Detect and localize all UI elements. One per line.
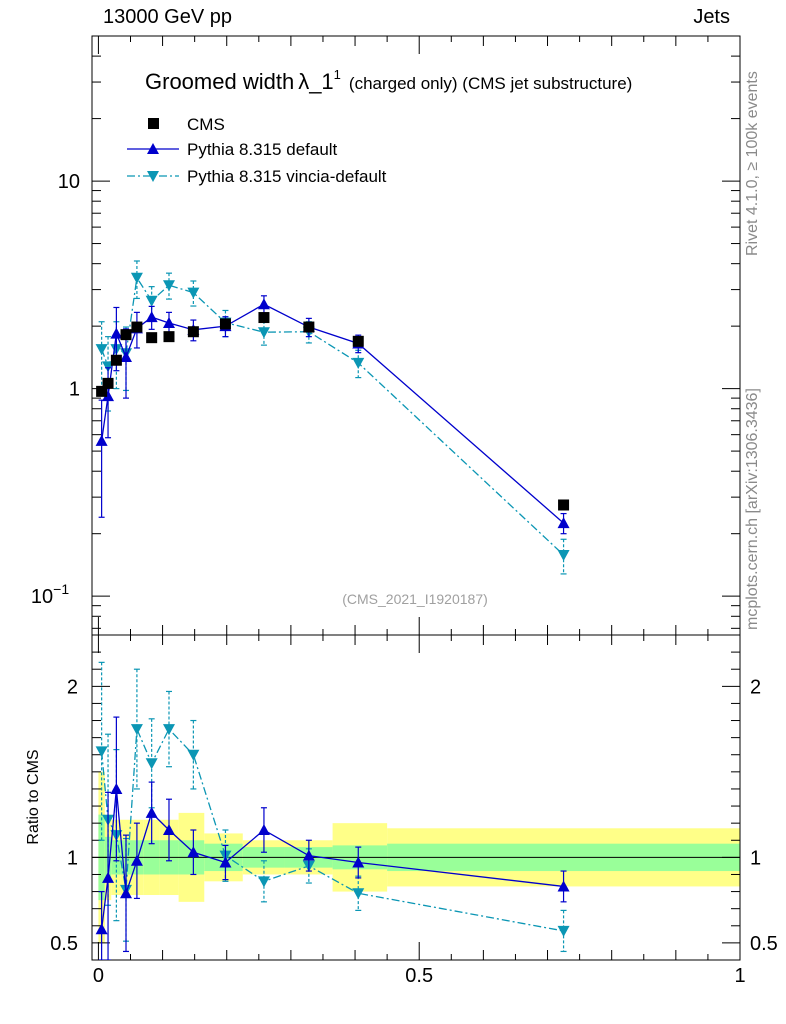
cms-point <box>352 335 364 347</box>
ratio-tick-label-right: 1 <box>750 847 761 869</box>
vincia-main-point <box>187 287 200 299</box>
cms-point <box>146 332 158 344</box>
legend-marker-cms <box>148 118 159 129</box>
vincia-main-line <box>101 275 565 556</box>
ratio-tick-label-right: 0.5 <box>750 933 778 955</box>
default-main-point <box>162 317 175 329</box>
default-ratio-point <box>257 824 270 835</box>
vincia-ratio-point <box>145 758 158 770</box>
vincia-main-point <box>557 549 570 561</box>
default-ratio-point <box>130 854 143 866</box>
vincia-main-point <box>95 344 108 356</box>
default-main-point <box>557 517 570 529</box>
default-main-point <box>95 434 108 446</box>
default-ratio-point <box>102 871 115 883</box>
cms-point <box>96 385 108 397</box>
legend: CMS Pythia 8.315 default Pythia 8.315 vi… <box>127 115 387 186</box>
default-main-point <box>102 390 115 402</box>
ratio-tick-label-right: 2 <box>750 676 761 698</box>
default-ratio-point <box>145 806 158 818</box>
cms-point <box>219 318 231 330</box>
vincia-ratio-point <box>95 746 108 758</box>
default-main-point <box>145 311 158 323</box>
legend-marker-vincia <box>147 171 159 182</box>
vincia-ratio-point <box>187 749 200 761</box>
default-ratio-point <box>219 856 232 868</box>
chart-title: Groomed width λ_11 (charged only) (CMS jet… <box>145 67 632 94</box>
cms-point <box>102 377 114 389</box>
default-ratio-point <box>557 880 570 892</box>
cms-point <box>120 329 132 341</box>
vincia-ratio-point <box>557 925 570 937</box>
watermark: (CMS_2021_I1920187) <box>342 591 488 607</box>
vincia-ratio-point <box>162 724 175 736</box>
ratio-plot-frame <box>91 634 741 961</box>
cms-point <box>258 312 270 324</box>
default-main-point <box>120 351 133 363</box>
vincia-main-point <box>162 280 175 292</box>
vincia-ratio-point <box>352 888 365 900</box>
vincia-main-point <box>130 272 143 284</box>
legend-marker-default <box>147 143 159 154</box>
y-tick-label: 1 <box>69 379 80 401</box>
vincia-main-point <box>352 357 365 369</box>
y-tick-label: 10 <box>58 171 80 193</box>
x-tick-label: 0.5 <box>405 965 433 987</box>
vincia-ratio-point <box>257 876 270 888</box>
x-tick-label: 1 <box>734 965 745 987</box>
default-ratio-point <box>110 782 123 794</box>
default-ratio-point <box>95 923 108 935</box>
cms-point <box>163 331 175 343</box>
cms-point <box>131 321 143 333</box>
x-tick-label: 0 <box>93 965 104 987</box>
default-ratio-point <box>187 846 200 858</box>
ratio-ylabel: Ratio to CMS <box>25 749 42 844</box>
legend-label-cms: CMS <box>187 115 225 134</box>
vincia-ratio-point <box>130 724 143 736</box>
cms-point <box>187 326 199 338</box>
legend-label-vincia: Pythia 8.315 vincia-default <box>187 167 387 186</box>
y-tick-label: 10−1 <box>31 581 69 608</box>
header-left: 13000 GeV pp <box>103 6 232 28</box>
vincia-main-point <box>145 295 158 307</box>
header-right: Jets <box>693 6 730 28</box>
ratio-tick-label-left: 0.5 <box>50 933 78 955</box>
default-main-point <box>257 298 270 310</box>
default-ratio-point <box>302 849 315 861</box>
legend-label-default: Pythia 8.315 default <box>187 140 338 159</box>
ratio-tick-label-left: 2 <box>67 676 78 698</box>
cms-point <box>558 499 570 511</box>
default-ratio-point <box>352 856 365 868</box>
cms-point <box>110 354 122 366</box>
default-ratio-point <box>162 824 175 835</box>
default-ratio-point <box>120 887 133 899</box>
vincia-main-point <box>257 327 270 339</box>
cms-point <box>303 321 315 333</box>
ratio-tick-label-left: 1 <box>67 847 78 869</box>
default-main-point <box>110 327 123 339</box>
